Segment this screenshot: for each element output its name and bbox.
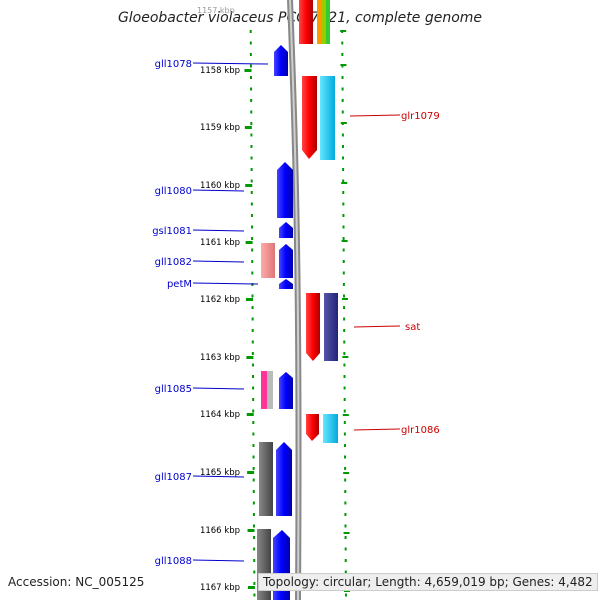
- kbp-tick-label: 1164 kbp: [200, 410, 240, 420]
- kbp-tick-mark: [244, 69, 252, 72]
- kbp-tick-label: 1160 kbp: [200, 181, 240, 191]
- gene-petM[interactable]: [279, 279, 293, 289]
- kbp-tick-label: 1161 kbp: [200, 238, 240, 248]
- gene-gll1085[interactable]: [279, 372, 293, 409]
- gene-label-gll1088[interactable]: gll1088: [155, 556, 192, 567]
- topology-label: Topology: circular; Length: 4,659,019 bp…: [258, 573, 598, 591]
- gene-leader-line: [192, 559, 245, 562]
- gene-glr1079[interactable]: [302, 76, 317, 159]
- gene-leader-line: [192, 475, 245, 478]
- kbp-tick-mark: [247, 529, 255, 532]
- gene-label-gll1082[interactable]: gll1082: [155, 257, 192, 268]
- right-gene-labels[interactable]: glr1079 sat glr1086: [349, 111, 440, 436]
- kbp-tick-label: 1158 kbp: [200, 66, 240, 76]
- gene-leader-line: [192, 282, 259, 285]
- top-tick-label: 1157 kbp: [197, 6, 235, 15]
- kbp-tick-label: 1163 kbp: [200, 353, 240, 363]
- gene-gll1087[interactable]: [276, 442, 292, 516]
- reverse-genes[interactable]: [273, 45, 293, 600]
- gene-leader-line: [192, 387, 245, 390]
- kbp-tick-label: 1166 kbp: [200, 526, 240, 536]
- kbp-tick-mark: [246, 413, 254, 416]
- kbp-tick-mark: [247, 586, 255, 589]
- gene-gll1082[interactable]: [279, 244, 293, 278]
- kbp-tick-label: 1159 kbp: [200, 123, 240, 133]
- gene-label-gll1078[interactable]: gll1078: [155, 59, 192, 70]
- gene-gll1080[interactable]: [277, 162, 293, 218]
- gene-glr1086[interactable]: [306, 414, 319, 441]
- gene-label-gll1087[interactable]: gll1087: [155, 472, 192, 483]
- gene-gll1078[interactable]: [274, 45, 288, 76]
- gene-label-gll1080[interactable]: gll1080: [155, 186, 192, 197]
- gene-leader-line: [349, 114, 401, 117]
- left-gene-labels[interactable]: gll1078 gll1080 gsl1081 gll1082 petM gll1085 g…: [152, 59, 269, 567]
- gene-label-petM[interactable]: petM: [167, 279, 192, 290]
- gene-gsl1081[interactable]: [279, 222, 293, 238]
- gene-label-glr1086[interactable]: glr1086: [401, 425, 440, 436]
- kbp-tick-mark: [245, 184, 253, 187]
- right-tick-column: [340, 30, 350, 597]
- gene-leader-line: [192, 229, 245, 232]
- gene-leader-line: [353, 428, 401, 431]
- gene-sat[interactable]: [306, 293, 320, 361]
- kbp-tick-mark: [244, 126, 252, 129]
- forward-genes[interactable]: [302, 76, 320, 441]
- top-partial-genes: 1157 kbp: [197, 0, 330, 44]
- kbp-tick-label: 1167 kbp: [200, 583, 240, 593]
- kbp-tick-label: 1162 kbp: [200, 295, 240, 305]
- kbp-tick-mark: [245, 241, 253, 244]
- kbp-tick-mark: [246, 356, 254, 359]
- gene-label-gsl1081[interactable]: gsl1081: [152, 226, 192, 237]
- left-tick-column: [249, 30, 256, 597]
- kbp-tick-mark: [247, 471, 255, 474]
- gene-leader-line: [192, 189, 245, 192]
- left-cog-boxes: [257, 243, 275, 600]
- gene-label-glr1079[interactable]: glr1079: [401, 111, 440, 122]
- gene-label-sat[interactable]: sat: [405, 322, 420, 333]
- right-cog-boxes: [320, 76, 338, 443]
- kbp-ticks: 1158 kbp 1159 kbp 1160 kbp 1161 kbp 1162 kbp…: [200, 66, 255, 593]
- kbp-tick-label: 1165 kbp: [200, 468, 240, 478]
- gene-label-gll1085[interactable]: gll1085: [155, 384, 192, 395]
- gene-leader-line: [353, 325, 401, 328]
- gene-leader-line: [192, 62, 269, 65]
- accession-label: Accession: NC_005125: [8, 575, 145, 589]
- gene-leader-line: [192, 260, 245, 263]
- kbp-tick-mark: [245, 298, 253, 301]
